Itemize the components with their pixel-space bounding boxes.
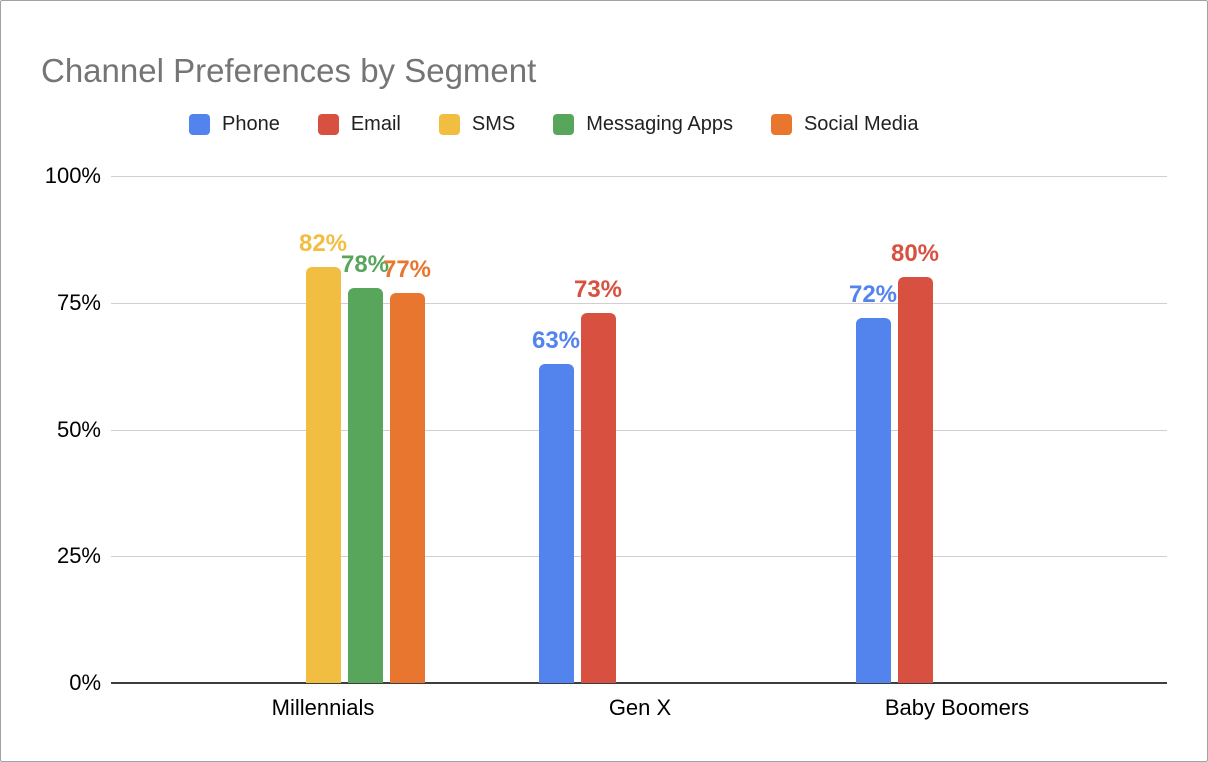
- legend-item-social-media[interactable]: Social Media: [770, 113, 919, 136]
- gridline-75: [111, 302, 1167, 304]
- x-axis-label-gen-x: Gen X: [608, 695, 672, 720]
- bar-label-sms-millennials: 82%: [298, 230, 348, 258]
- gridline-100: [111, 176, 1167, 177]
- bar-label-phone-baby-boomers: 72%: [848, 280, 898, 308]
- legend-swatch-messaging-apps: [553, 114, 575, 135]
- legend-item-phone[interactable]: Phone: [189, 113, 280, 136]
- bar-label-social-media-millennials: 77%: [382, 255, 432, 283]
- y-axis-tick-label-25: 25%: [56, 543, 101, 569]
- bar-label-messaging-apps-millennials: 78%: [340, 250, 390, 278]
- legend-item-email[interactable]: Email: [317, 113, 401, 136]
- legend-swatch-email: [317, 114, 339, 135]
- gridline-25: [111, 556, 1167, 558]
- bar-label-email-baby-boomers: 80%: [890, 240, 940, 268]
- legend: Phone Email SMS Messaging Apps Social Media: [189, 113, 918, 136]
- bar-email-gen-x[interactable]: [580, 312, 616, 683]
- x-axis-line: [111, 682, 1167, 684]
- bar-label-email-gen-x: 73%: [573, 275, 623, 303]
- y-axis-tick-label-0: 0%: [69, 670, 101, 695]
- bar-email-baby-boomers[interactable]: [897, 277, 933, 683]
- y-axis-tick-label-50: 50%: [56, 416, 101, 442]
- x-axis-label-baby-boomers: Baby Boomers: [884, 695, 1030, 720]
- y-axis-tick-label-75: 75%: [56, 289, 101, 315]
- bar-social-media-millennials[interactable]: [389, 292, 425, 683]
- legend-swatch-social-media: [770, 114, 792, 135]
- legend-item-sms[interactable]: SMS: [438, 113, 516, 136]
- gridline-50: [111, 429, 1167, 431]
- bar-messaging-apps-millennials[interactable]: [347, 287, 383, 683]
- legend-label: Phone: [222, 113, 280, 135]
- plot-area: 63% 72% 73% 80% 82% 78% 77%: [111, 176, 1167, 684]
- bar-phone-gen-x[interactable]: [538, 363, 574, 683]
- x-axis-label-millennials: Millennials: [271, 695, 375, 720]
- legend-label: SMS: [471, 113, 516, 135]
- bar-phone-baby-boomers[interactable]: [855, 317, 891, 683]
- bar-label-phone-gen-x: 63%: [531, 326, 581, 354]
- legend-label: Social Media: [803, 113, 919, 135]
- chart-title: Channel Preferences by Segment: [41, 52, 537, 89]
- legend-label: Messaging Apps: [586, 113, 733, 135]
- legend-item-messaging-apps[interactable]: Messaging Apps: [553, 113, 733, 136]
- legend-swatch-sms: [438, 114, 460, 135]
- bar-sms-millennials[interactable]: [305, 267, 341, 683]
- legend-swatch-phone: [189, 114, 210, 135]
- y-axis-tick-label-100: 100%: [44, 163, 101, 188]
- legend-label: Email: [350, 113, 401, 135]
